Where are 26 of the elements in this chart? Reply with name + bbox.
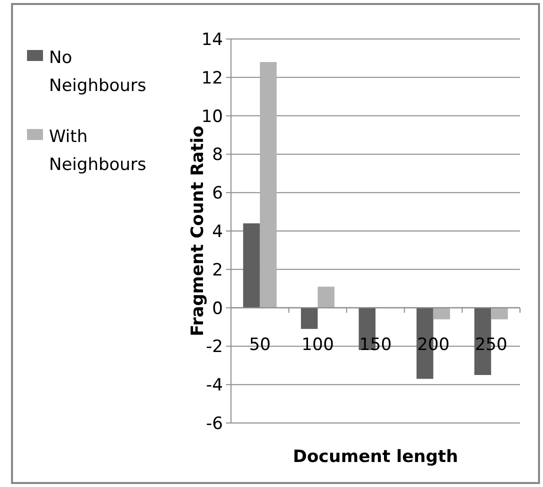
y-tick-label: 14 [201,30,223,50]
y-axis-title: Fragment Count Ratio [188,126,208,336]
y-tick-label: -4 [206,376,223,396]
bar [491,308,508,320]
y-tick-label: 8 [212,145,223,166]
y-tick-label: 0 [212,298,223,319]
x-tick-label: 200 [417,334,450,355]
y-tick-label: 10 [201,106,223,127]
y-tick-label: 2 [212,260,223,280]
x-axis-title: Document length [292,447,458,467]
bar [318,286,334,308]
y-tick-label: 12 [201,68,223,88]
y-tick-label: -6 [206,414,223,434]
bar [243,223,260,308]
x-tick-label: 50 [249,334,271,355]
legend-label: With Neighbours [49,127,146,175]
x-tick-label: 150 [359,334,392,355]
bar [260,62,277,308]
x-tick-label: 250 [474,334,508,355]
legend-label: No Neighbours [49,48,146,96]
x-tick-label: 100 [301,334,334,355]
y-tick-label: -2 [206,337,223,358]
bar [433,308,450,320]
y-tick-label: 4 [212,222,223,242]
y-tick-label: 6 [212,184,223,204]
bar [300,308,318,329]
